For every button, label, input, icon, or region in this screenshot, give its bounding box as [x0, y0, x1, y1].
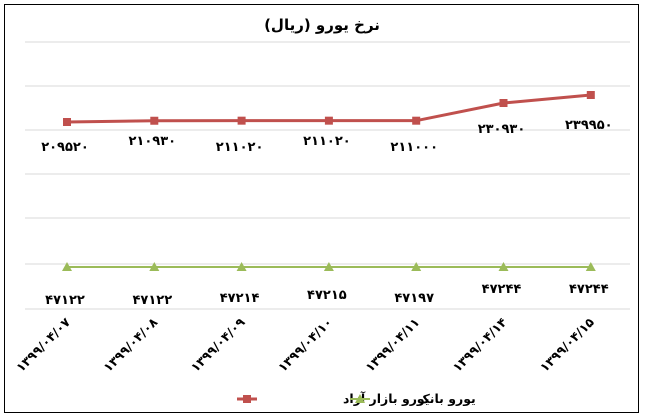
data-label: ۲۳۰۹۳۰ — [478, 122, 526, 137]
data-point — [412, 116, 421, 125]
x-tick-label: ۱۳۹۹/۰۴/۱۱ — [362, 315, 422, 375]
data-label: ۴۷۲۴۴ — [569, 282, 609, 297]
x-tick-label: ۱۳۹۹/۰۴/۱۴ — [449, 314, 509, 374]
data-point — [499, 99, 508, 108]
x-tick-label: ۱۳۹۹/۰۴/۱۰ — [275, 315, 335, 375]
data-label: ۲۱۱۰۰۰ — [390, 140, 438, 155]
data-point — [150, 116, 159, 125]
x-tick-label: ۱۳۹۹/۰۴/۰۹ — [187, 314, 247, 374]
data-point — [324, 116, 333, 125]
data-point — [62, 262, 72, 271]
gridlines — [25, 41, 630, 310]
data-point — [586, 91, 595, 99]
series-layer: ۲۰۹۵۲۰ ۲۱۰۹۳۰ ۲۱۱۰۲۰ ۲۱۱۰۲۰ ۲۱۱۰۰۰ ۲۳۰۹۳۰ ۲۳۹۹… — [41, 91, 613, 308]
series-1: ۲۰۹۵۲۰ ۲۱۰۹۳۰ ۲۱۱۰۲۰ ۲۱۱۰۲۰ ۲۱۱۰۰۰ ۲۳۰۹۳۰ ۲۳۹۹… — [41, 91, 613, 155]
data-point — [63, 118, 71, 126]
data-label: ۴۷۲۴۴ — [482, 282, 522, 297]
data-label: ۲۱۱۰۲۰ — [303, 134, 351, 149]
legend-swatch-marker — [355, 394, 365, 403]
legend-item-free-market: یورو بازار آزاد — [237, 391, 429, 406]
data-label: ۴۷۱۲۲ — [45, 293, 85, 308]
data-label: ۴۷۲۱۴ — [220, 291, 260, 306]
legend-label: یورو بانک — [417, 391, 476, 406]
data-label: ۴۷۱۹۷ — [394, 291, 434, 306]
line-chart: نرخ یورو (ریال) ۲۰۹۵۲۰ ۲۱۰۹۳۰ ۲۱۱۰۲۰ ۲۱۱۰۲۰… — [13, 16, 630, 406]
data-point — [149, 262, 160, 271]
legend-item-bank: یورو بانک — [350, 391, 476, 406]
data-label: ۴۷۲۱۵ — [307, 288, 347, 303]
data-point — [411, 262, 422, 271]
data-point — [237, 116, 246, 125]
x-tick-label: ۱۳۹۹/۰۴/۰۸ — [100, 314, 160, 374]
x-axis-ticks: ۱۳۹۹/۰۴/۰۷ ۱۳۹۹/۰۴/۰۸ ۱۳۹۹/۰۴/۰۹ ۱۳۹۹/۰۴/۱۰… — [13, 314, 597, 374]
series-2: ۴۷۱۲۲ ۴۷۱۲۲ ۴۷۲۱۴ ۴۷۲۱۵ ۴۷۱۹۷ ۴۷۲۴۴ ۴۷۲۴۴ — [45, 262, 609, 308]
data-label: ۲۱۱۰۲۰ — [216, 140, 264, 155]
legend-swatch-marker — [243, 395, 251, 403]
data-point — [236, 262, 247, 271]
data-label: ۲۳۹۹۵۰ — [565, 118, 613, 133]
legend-label: یورو بازار آزاد — [343, 391, 429, 406]
data-label: ۲۱۰۹۳۰ — [128, 134, 176, 149]
data-point — [585, 262, 596, 271]
data-label: ۴۷۱۲۲ — [132, 293, 172, 308]
data-point — [323, 262, 334, 271]
chart-frame: نرخ یورو (ریال) ۲۰۹۵۲۰ ۲۱۰۹۳۰ ۲۱۱۰۲۰ ۲۱۱۰۲۰… — [4, 4, 639, 413]
x-tick-label: ۱۳۹۹/۰۴/۰۷ — [13, 314, 73, 374]
data-point — [498, 262, 509, 271]
chart-title: نرخ یورو (ریال) — [264, 16, 380, 34]
data-label: ۲۰۹۵۲۰ — [41, 140, 89, 155]
x-tick-label: ۱۳۹۹/۰۴/۱۵ — [537, 314, 597, 374]
